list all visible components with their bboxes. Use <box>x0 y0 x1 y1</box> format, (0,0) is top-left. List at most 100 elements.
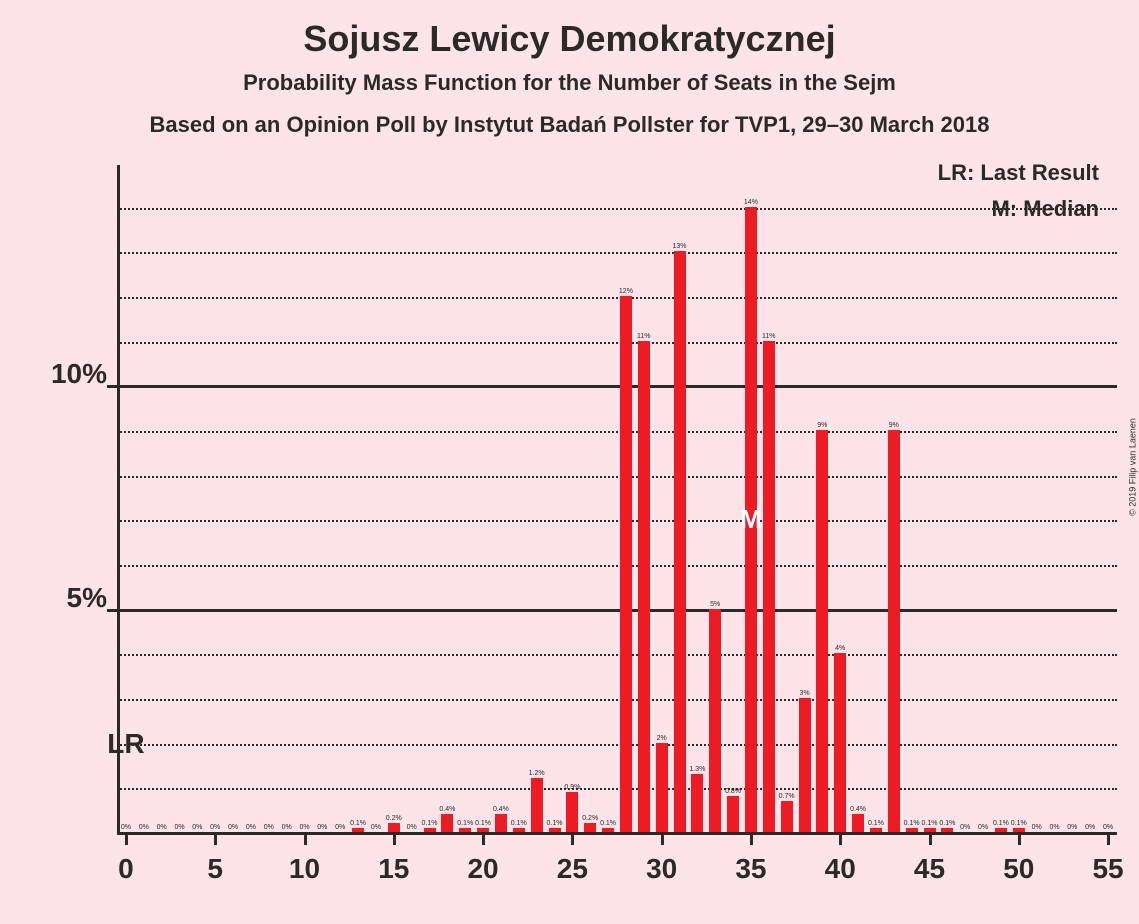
bar-value-label: 0.1% <box>511 820 527 827</box>
median-marker: M <box>740 504 762 535</box>
bar <box>531 778 543 832</box>
bar <box>906 828 918 832</box>
x-axis-tick <box>393 835 396 845</box>
bar <box>1013 828 1025 832</box>
bar-value-label: 0% <box>192 824 202 831</box>
bar <box>691 774 703 832</box>
y-grid-minor <box>117 520 1117 522</box>
chart-source: Based on an Opinion Poll by Instytut Bad… <box>0 112 1139 138</box>
x-axis-tick <box>1018 835 1021 845</box>
bar-value-label: 0% <box>371 824 381 831</box>
bar-value-label: 0% <box>1103 824 1113 831</box>
y-axis-label: 5% <box>22 582 107 614</box>
bar-value-label: 3% <box>799 690 809 697</box>
y-grid-minor <box>117 297 1117 299</box>
bar-value-label: 0% <box>317 824 327 831</box>
bar-value-label: 0.1% <box>457 820 473 827</box>
y-grid-minor <box>117 431 1117 433</box>
bar-value-label: 0% <box>960 824 970 831</box>
bar <box>941 828 953 832</box>
bar <box>513 828 525 832</box>
bar-value-label: 0.2% <box>582 815 598 822</box>
x-axis-tick <box>125 835 128 845</box>
bar-value-label: 0% <box>228 824 238 831</box>
bar-value-label: 0.8% <box>725 788 741 795</box>
bar <box>995 828 1007 832</box>
bar-value-label: 0.1% <box>939 820 955 827</box>
bar <box>852 814 864 832</box>
bar <box>763 341 775 832</box>
bar-value-label: 0% <box>282 824 292 831</box>
bar <box>799 698 811 832</box>
x-axis-label: 15 <box>378 853 409 885</box>
bar-value-label: 9% <box>889 422 899 429</box>
bar-value-label: 0% <box>1067 824 1077 831</box>
y-grid-minor <box>117 208 1117 210</box>
bar-value-label: 12% <box>619 288 633 295</box>
chart-plot-area: 5%10%05101520253035404550550%0%0%0%0%0%0… <box>117 165 1117 835</box>
bar-value-label: 0.1% <box>993 820 1009 827</box>
x-axis-label: 30 <box>646 853 677 885</box>
y-axis-tick <box>107 609 117 612</box>
bar-value-label: 0.7% <box>779 793 795 800</box>
x-axis-tick <box>929 835 932 845</box>
bar <box>388 823 400 832</box>
bar <box>352 828 364 832</box>
bar-value-label: 0.1% <box>600 820 616 827</box>
bar <box>459 828 471 832</box>
y-grid-minor <box>117 654 1117 656</box>
bar <box>620 296 632 832</box>
x-axis-tick <box>661 835 664 845</box>
bar <box>441 814 453 832</box>
bar-value-label: 0.1% <box>547 820 563 827</box>
x-axis-label: 20 <box>467 853 498 885</box>
bar <box>638 341 650 832</box>
y-grid-minor <box>117 476 1117 478</box>
x-axis-tick <box>750 835 753 845</box>
x-axis-tick <box>1107 835 1110 845</box>
y-grid-minor <box>117 699 1117 701</box>
y-grid-minor <box>117 252 1117 254</box>
bar-value-label: 0% <box>157 824 167 831</box>
bar-value-label: 0% <box>1032 824 1042 831</box>
bar <box>924 828 936 832</box>
x-axis-label: 35 <box>735 853 766 885</box>
bar-value-label: 0% <box>174 824 184 831</box>
bar <box>781 801 793 832</box>
bar-value-label: 0.4% <box>439 806 455 813</box>
bar <box>674 251 686 832</box>
bar-value-label: 0.1% <box>922 820 938 827</box>
bar-value-label: 0.2% <box>386 815 402 822</box>
bar <box>709 609 721 832</box>
x-axis-label: 5 <box>207 853 223 885</box>
bar-value-label: 0.1% <box>422 820 438 827</box>
bar-value-label: 0% <box>139 824 149 831</box>
x-axis-label: 50 <box>1003 853 1034 885</box>
bar-value-label: 0% <box>407 824 417 831</box>
y-grid-minor <box>117 565 1117 567</box>
bar <box>566 792 578 832</box>
y-axis-tick <box>107 385 117 388</box>
bar-value-label: 0.9% <box>564 784 580 791</box>
bar-value-label: 9% <box>817 422 827 429</box>
x-axis-label: 25 <box>557 853 588 885</box>
x-axis-tick <box>482 835 485 845</box>
chart-subtitle: Probability Mass Function for the Number… <box>0 70 1139 96</box>
lr-marker: LR <box>107 728 144 760</box>
y-axis-label: 10% <box>22 358 107 390</box>
x-axis-tick <box>839 835 842 845</box>
x-axis-label: 40 <box>825 853 856 885</box>
bar-value-label: 0.1% <box>868 820 884 827</box>
bar <box>477 828 489 832</box>
bar <box>870 828 882 832</box>
bar-value-label: 4% <box>835 645 845 652</box>
bar <box>816 430 828 832</box>
x-axis-label: 45 <box>914 853 945 885</box>
bar <box>888 430 900 832</box>
bar-value-label: 5% <box>710 601 720 608</box>
bar-value-label: 0% <box>264 824 274 831</box>
bar <box>424 828 436 832</box>
bar <box>656 743 668 832</box>
bar-value-label: 0% <box>210 824 220 831</box>
bar-value-label: 0.1% <box>350 820 366 827</box>
